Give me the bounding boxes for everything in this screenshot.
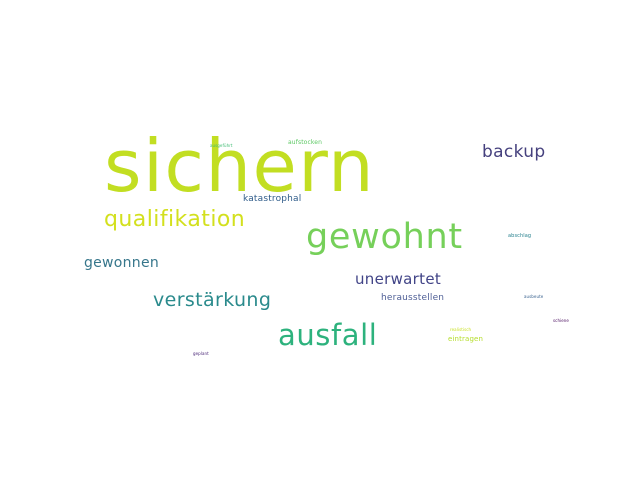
word-abschlag: abschlag xyxy=(508,233,532,239)
word-aufstocken: aufstocken xyxy=(288,139,322,146)
word-verstaerkung: verstärkung xyxy=(153,289,272,311)
word-schiene: schiene xyxy=(553,318,569,323)
word-ausgefuehrt: ausgeführt xyxy=(210,143,233,148)
word-backup: backup xyxy=(482,142,546,162)
word-unerwartet: unerwartet xyxy=(355,270,442,288)
word-gewonnen: gewonnen xyxy=(84,255,159,271)
word-herausstellen: herausstellen xyxy=(381,293,445,303)
word-ausbeute: ausbeute xyxy=(524,294,544,299)
word-ausfall: ausfall xyxy=(278,318,378,352)
word-qualifikation: qualifikation xyxy=(104,207,246,232)
word-gewohnt: gewohnt xyxy=(306,217,463,257)
word-sichern: sichern xyxy=(104,124,376,208)
word-eintragen: eintragen xyxy=(448,335,484,343)
word-geplant: geplant xyxy=(193,351,209,356)
word-realistisch: realistisch xyxy=(450,327,472,332)
word-katastrophal: katastrophal xyxy=(243,194,302,204)
